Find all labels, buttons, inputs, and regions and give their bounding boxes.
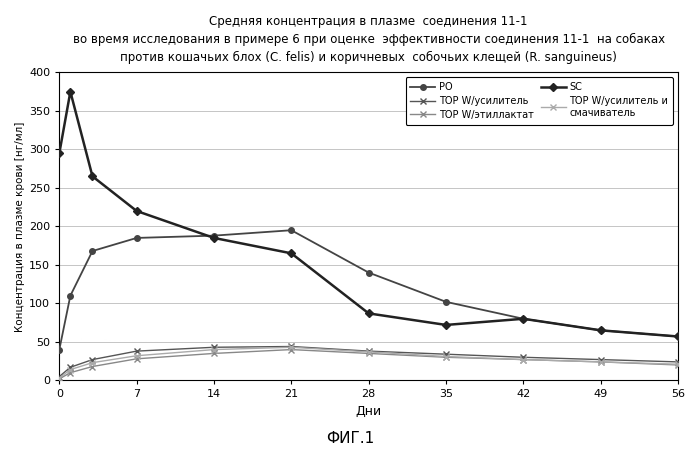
X-axis label: Дни: Дни [356,405,382,418]
Title: Средняя концентрация в плазме  соединения 11-1
во время исследования в примере 6: Средняя концентрация в плазме соединения… [73,15,665,64]
Legend: PO, TOP W/усилитель, TOP W/этиллактат, SC, TOP W/усилитель и
смачиватель: PO, TOP W/усилитель, TOP W/этиллактат, S… [405,77,673,125]
Y-axis label: Концентрация в плазме крови [нг/мл]: Концентрация в плазме крови [нг/мл] [15,121,25,331]
Text: ФИГ.1: ФИГ.1 [326,432,374,446]
